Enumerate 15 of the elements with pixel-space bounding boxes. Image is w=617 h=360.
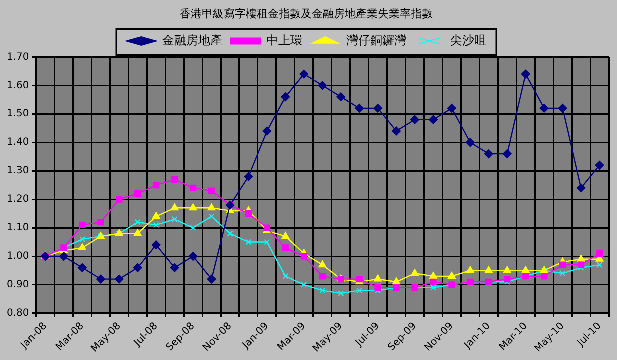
legend-label: 中上環 (266, 33, 302, 48)
y-tick-label: 1.00 (7, 251, 30, 262)
legend-label: 尖沙咀 (450, 33, 486, 48)
y-tick-label: 1.20 (7, 194, 30, 206)
y-tick-label: 1.70 (7, 52, 30, 63)
y-tick-label: 1.50 (7, 108, 30, 120)
y-tick-label: 1.10 (7, 222, 30, 234)
y-tick-label: 1.40 (7, 137, 30, 148)
legend-label: 灣仔銅鑼灣 (346, 33, 406, 48)
legend-label: 金融房地產 (162, 33, 222, 48)
y-tick-label: 1.60 (7, 80, 30, 92)
chart-title: 香港甲級寫字樓租金指數及金融房地產業失業率指數 (180, 7, 433, 20)
y-tick-label: 1.30 (7, 166, 30, 177)
y-tick-label: 0.90 (7, 280, 30, 291)
y-tick-label: 0.80 (7, 308, 30, 320)
